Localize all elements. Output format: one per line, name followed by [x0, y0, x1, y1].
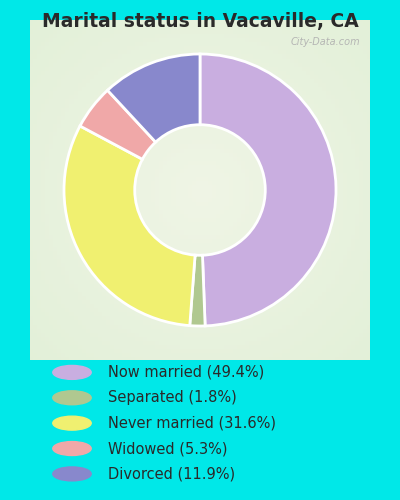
Text: Now married (49.4%): Now married (49.4%) [108, 365, 264, 380]
Wedge shape [80, 90, 156, 160]
Text: Marital status in Vacaville, CA: Marital status in Vacaville, CA [42, 12, 358, 32]
Circle shape [53, 416, 91, 430]
Wedge shape [64, 126, 195, 326]
Circle shape [53, 467, 91, 481]
Wedge shape [108, 54, 200, 142]
Circle shape [53, 391, 91, 404]
Circle shape [53, 442, 91, 456]
Text: City-Data.com: City-Data.com [290, 37, 360, 47]
Text: Divorced (11.9%): Divorced (11.9%) [108, 466, 235, 481]
Text: Separated (1.8%): Separated (1.8%) [108, 390, 237, 406]
Wedge shape [200, 54, 336, 326]
Text: Never married (31.6%): Never married (31.6%) [108, 416, 276, 430]
Text: Widowed (5.3%): Widowed (5.3%) [108, 441, 228, 456]
Circle shape [53, 366, 91, 380]
Wedge shape [190, 255, 205, 326]
